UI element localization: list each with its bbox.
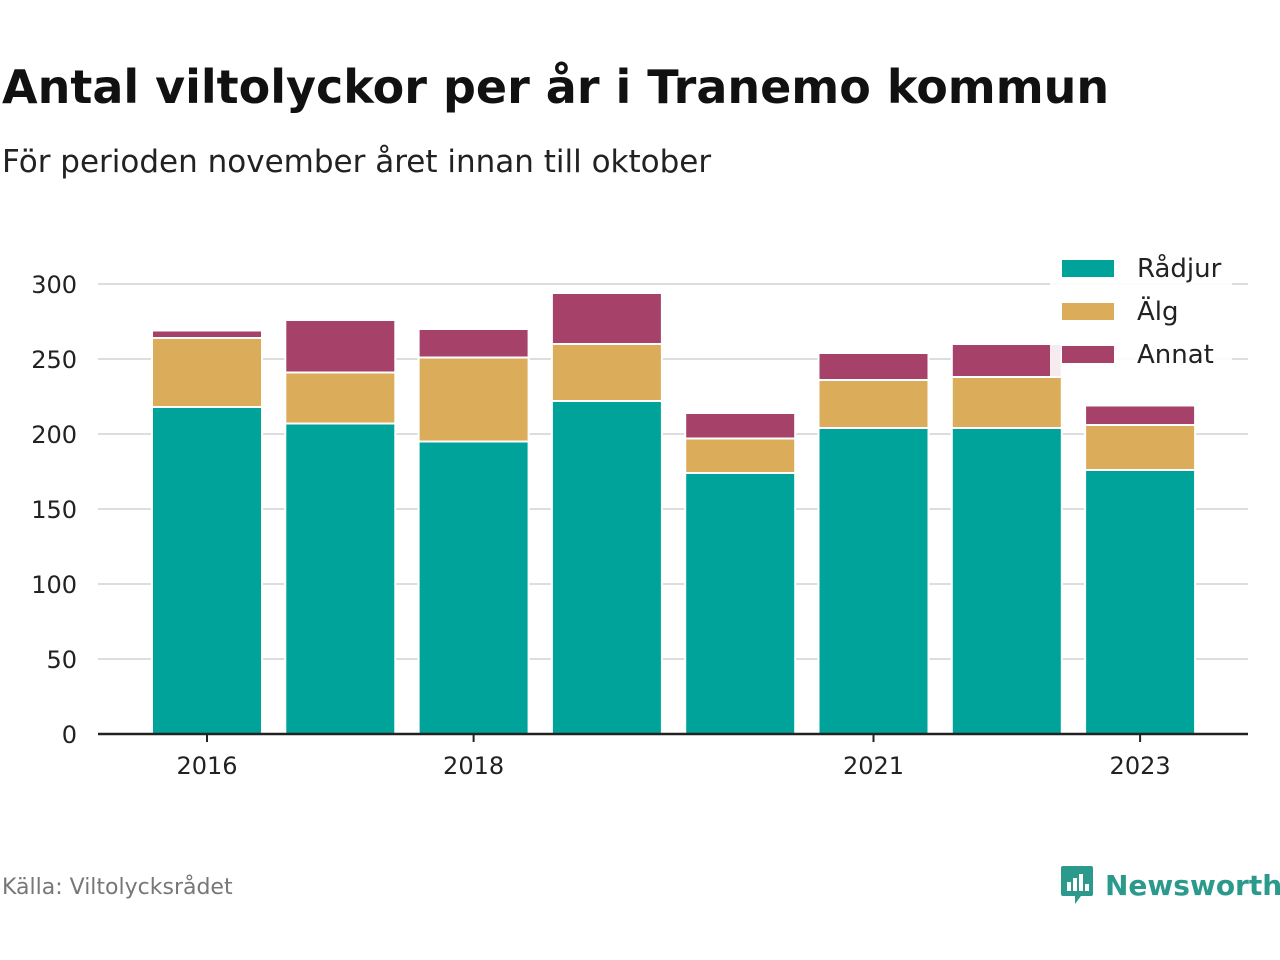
y-tick-label: 0 (62, 721, 77, 749)
bar-radjur-2016 (151, 406, 263, 735)
source-note: Källa: Viltolycksrådet (2, 875, 233, 900)
brand-logo: Newsworthy (1059, 864, 1280, 906)
x-tick-label: 2016 (176, 752, 237, 780)
legend-swatch-radjur (1062, 260, 1114, 277)
bar-alg-2021 (817, 379, 930, 429)
bar-radjur-2018 (417, 440, 530, 735)
bars (151, 292, 1197, 735)
bar-alg-2020 (684, 437, 797, 474)
y-tick-label: 200 (31, 421, 77, 449)
y-tick-label: 100 (31, 571, 77, 599)
bar-radjur-2021 (817, 427, 930, 735)
bar-radjur-2020 (684, 472, 797, 735)
bar-alg-2017 (284, 371, 397, 425)
bar-alg-2023 (1084, 424, 1197, 471)
chart-title: Antal viltolyckor per år i Tranemo kommu… (2, 60, 1110, 114)
bar-alg-2022 (950, 376, 1063, 429)
bar-annat-2018 (417, 328, 530, 359)
bar-annat-2020 (684, 412, 797, 440)
x-tick-label: 2018 (443, 752, 504, 780)
legend-label-radjur: Rådjur (1137, 253, 1222, 284)
newsworthy-logo-icon (1061, 866, 1093, 904)
bar-annat-2022 (950, 343, 1063, 378)
x-tick-label: 2023 (1110, 752, 1171, 780)
y-tick-label: 300 (31, 271, 77, 299)
chart-subtitle: För perioden november året innan till ok… (2, 144, 712, 180)
bar-annat-2017 (284, 319, 397, 374)
bar-annat-2016 (151, 329, 263, 339)
bar-alg-2018 (417, 356, 530, 443)
legend: Rådjur Älg Annat (1050, 250, 1232, 378)
brand-name: Newsworthy (1105, 868, 1280, 902)
bar-alg-2019 (550, 343, 663, 402)
legend-label-alg: Älg (1137, 295, 1179, 327)
bar-radjur-2022 (950, 427, 1063, 735)
y-tick-label: 50 (46, 646, 77, 674)
axes: 0 50 100 150 200 250 300 2016 2018 2021 2023 (31, 271, 1248, 780)
bar-radjur-2023 (1084, 469, 1197, 735)
bar-alg-2016 (151, 337, 263, 408)
bar-annat-2021 (817, 352, 930, 381)
legend-label-annat: Annat (1137, 340, 1214, 370)
bar-annat-2019 (550, 292, 663, 345)
legend-swatch-annat (1062, 346, 1114, 363)
bar-radjur-2019 (550, 400, 663, 735)
y-tick-label: 150 (31, 496, 77, 524)
legend-swatch-alg (1062, 303, 1114, 320)
bar-annat-2023 (1084, 404, 1197, 426)
y-tick-label: 250 (31, 346, 77, 374)
bar-radjur-2017 (284, 422, 397, 735)
x-tick-label: 2021 (843, 752, 904, 780)
